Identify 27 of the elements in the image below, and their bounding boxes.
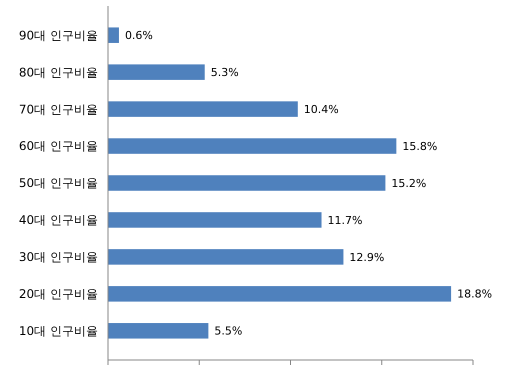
y-tick-label: 70대 인구비율 [18, 102, 98, 116]
data-label: 12.9% [349, 250, 384, 264]
bar [108, 286, 452, 302]
data-label: 18.8% [457, 288, 492, 301]
data-label: 5.5% [214, 324, 242, 338]
y-tick-label: 40대 인구비율 [18, 213, 98, 228]
bar [108, 175, 386, 191]
data-label: 5.3% [210, 66, 239, 79]
bar [108, 138, 396, 154]
bar [108, 212, 322, 228]
data-label: 10.4% [304, 102, 339, 116]
data-label: 11.7% [328, 214, 362, 227]
y-tick-label: 30대 인구비율 [18, 250, 98, 264]
y-tick-label: 50대 인구비율 [18, 176, 98, 190]
y-tick-label: 10대 인구비율 [18, 324, 98, 338]
bar [108, 27, 119, 43]
y-tick-label: 60대 인구비율 [18, 139, 98, 154]
y-tick-label: 80대 인구비율 [18, 65, 98, 80]
data-label: 15.8% [402, 140, 438, 153]
bar [108, 101, 298, 117]
data-label: 15.2% [391, 176, 426, 190]
bar [108, 249, 344, 265]
data-label: 0.6% [124, 29, 153, 42]
y-tick-label: 90대 인구비율 [18, 28, 98, 42]
bar [108, 323, 208, 339]
bar [108, 64, 205, 80]
y-tick-label: 20대 인구비율 [18, 287, 98, 302]
